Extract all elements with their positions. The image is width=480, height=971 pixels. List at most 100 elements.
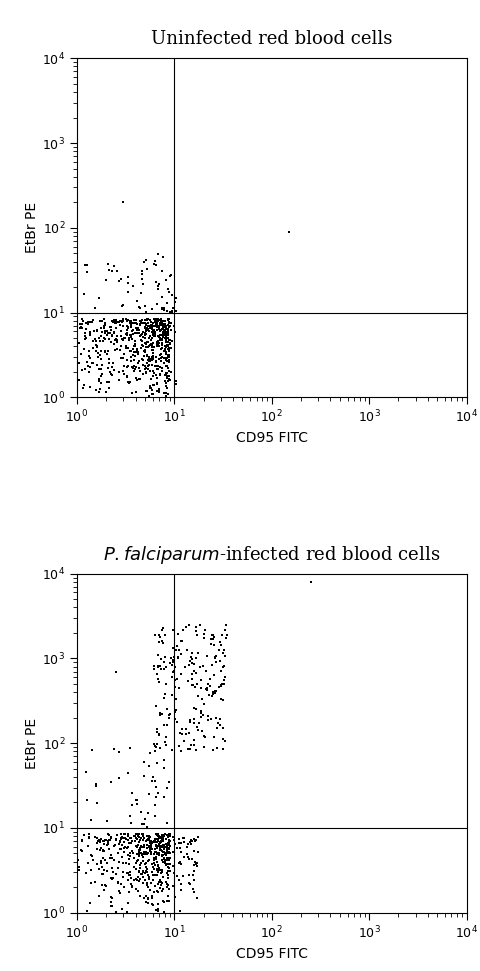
Point bbox=[220, 649, 228, 664]
Point bbox=[157, 829, 165, 845]
Point bbox=[164, 850, 171, 865]
Point bbox=[98, 859, 106, 875]
Point bbox=[214, 642, 222, 657]
Point bbox=[156, 651, 164, 666]
Point bbox=[177, 835, 184, 851]
Point bbox=[107, 321, 114, 337]
Point bbox=[158, 263, 166, 279]
Point bbox=[126, 848, 133, 863]
Point bbox=[170, 663, 178, 679]
Point bbox=[162, 334, 169, 350]
Point bbox=[154, 864, 161, 880]
Point bbox=[149, 335, 156, 351]
Point bbox=[164, 311, 171, 326]
Point bbox=[164, 829, 172, 845]
Point bbox=[96, 368, 104, 384]
Point bbox=[133, 343, 141, 358]
Point bbox=[140, 344, 148, 359]
Point bbox=[95, 833, 103, 849]
Point bbox=[100, 836, 108, 852]
Point bbox=[156, 707, 164, 722]
Point bbox=[187, 738, 194, 753]
Point bbox=[140, 816, 147, 831]
Point bbox=[126, 315, 134, 330]
Point bbox=[176, 840, 184, 855]
Point bbox=[140, 325, 148, 341]
Point bbox=[149, 859, 156, 875]
Point bbox=[75, 355, 83, 371]
Point bbox=[106, 364, 114, 380]
Point bbox=[124, 828, 132, 844]
Point bbox=[124, 375, 132, 390]
Point bbox=[189, 882, 197, 897]
Point bbox=[159, 324, 167, 340]
Point bbox=[139, 339, 146, 354]
Point bbox=[86, 895, 94, 911]
Point bbox=[139, 324, 146, 340]
Point bbox=[161, 320, 169, 336]
Point bbox=[165, 707, 172, 722]
Point bbox=[128, 331, 136, 347]
Point bbox=[154, 658, 162, 674]
Point bbox=[111, 837, 119, 853]
Point bbox=[138, 866, 146, 882]
Point bbox=[80, 286, 88, 302]
Point bbox=[192, 665, 199, 681]
Point bbox=[149, 847, 157, 862]
Point bbox=[157, 849, 165, 864]
Point bbox=[177, 633, 185, 649]
Point bbox=[103, 854, 110, 870]
Point bbox=[135, 849, 143, 864]
Point bbox=[163, 780, 170, 795]
Point bbox=[169, 858, 177, 874]
Point bbox=[159, 834, 167, 850]
Point bbox=[214, 680, 222, 695]
Point bbox=[148, 357, 156, 373]
Point bbox=[126, 864, 134, 880]
Point bbox=[157, 360, 165, 376]
Point bbox=[138, 352, 146, 368]
Point bbox=[159, 326, 167, 342]
Point bbox=[113, 263, 120, 279]
Point bbox=[127, 328, 135, 344]
Point bbox=[96, 840, 104, 855]
Point bbox=[163, 338, 170, 353]
Point bbox=[155, 319, 163, 335]
Point bbox=[81, 361, 88, 377]
Point bbox=[175, 832, 183, 848]
Point bbox=[168, 640, 176, 655]
Point bbox=[124, 275, 132, 290]
Point bbox=[139, 832, 147, 848]
Point bbox=[93, 340, 100, 355]
Point bbox=[190, 663, 198, 679]
Point bbox=[118, 829, 125, 845]
Point bbox=[85, 349, 93, 364]
Point bbox=[210, 651, 218, 666]
Point bbox=[183, 846, 191, 861]
Point bbox=[193, 829, 201, 845]
Point bbox=[143, 313, 150, 328]
Point bbox=[204, 677, 211, 692]
Point bbox=[154, 337, 162, 352]
Point bbox=[95, 330, 103, 346]
Point bbox=[165, 882, 173, 897]
Point bbox=[114, 860, 121, 876]
Point bbox=[135, 826, 143, 842]
Point bbox=[162, 874, 170, 889]
Point bbox=[158, 331, 166, 347]
Point bbox=[132, 320, 140, 336]
Point bbox=[156, 317, 163, 332]
Point bbox=[78, 833, 85, 849]
Point bbox=[159, 828, 167, 844]
Point bbox=[134, 829, 142, 845]
Point bbox=[161, 343, 168, 358]
Point bbox=[148, 350, 156, 365]
Point bbox=[101, 317, 108, 332]
Point bbox=[135, 846, 143, 861]
Point bbox=[104, 833, 111, 849]
Point bbox=[160, 354, 168, 370]
Point bbox=[131, 312, 139, 327]
Point bbox=[101, 878, 109, 893]
Point bbox=[163, 838, 171, 854]
Point bbox=[87, 314, 95, 329]
